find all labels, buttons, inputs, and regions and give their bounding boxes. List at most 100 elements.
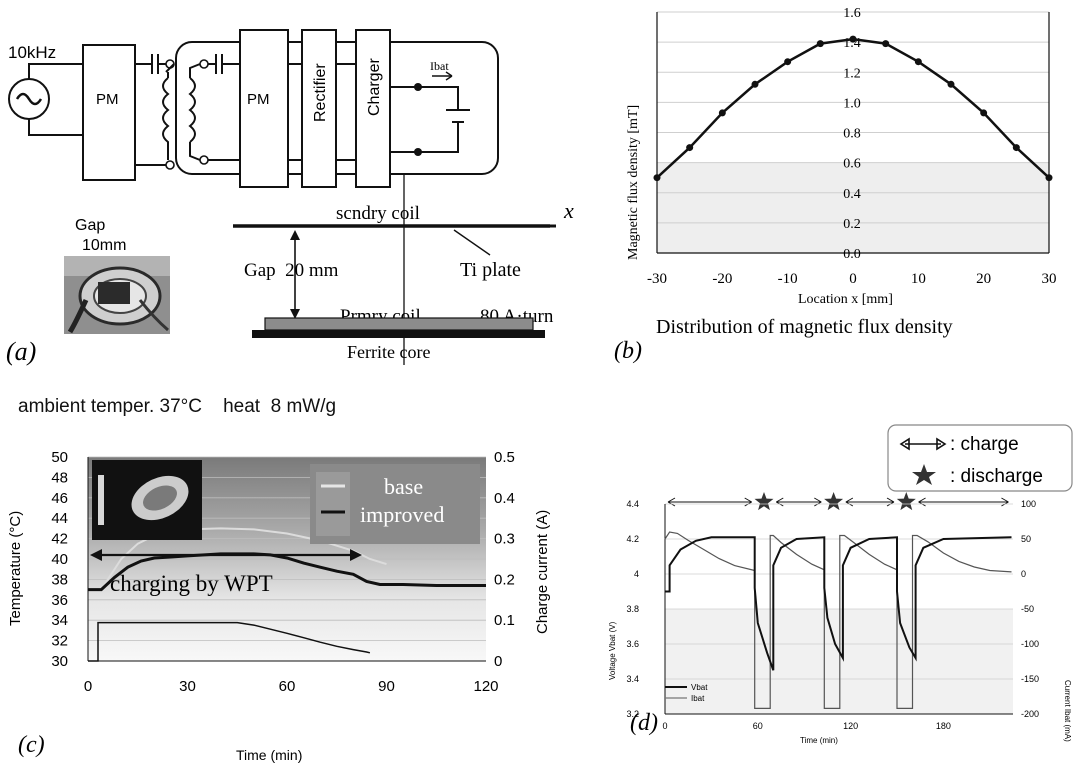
y-tick-label-right: 0.2 — [494, 571, 515, 588]
x-tick-label: 60 — [753, 721, 763, 731]
implant-photo — [64, 256, 170, 334]
y-tick-label-right: 0.1 — [494, 612, 515, 629]
x-tick-label: -30 — [647, 271, 667, 287]
y-tick-label-right: -100 — [1021, 639, 1039, 649]
vbat-line — [665, 536, 1012, 671]
y-tick-label-left: 3.6 — [626, 639, 639, 649]
ibat-label: Ibat — [430, 59, 449, 73]
legend-improved-label: improved — [360, 502, 444, 527]
photo-caption-line2: 10mm — [82, 237, 126, 254]
data-point — [882, 40, 890, 48]
y-tick-label-left: 38 — [51, 571, 68, 588]
panel-b-xlabel: Location x [mm] — [798, 292, 893, 307]
gap-label: Gap 20 mm — [244, 260, 339, 281]
y-tick-label: 0.0 — [843, 247, 861, 262]
y-tick-label-right: 50 — [1021, 534, 1031, 544]
panel-c-ylabel-left: Temperature (°C) — [7, 511, 24, 626]
rectifier-label: Rectifier — [312, 63, 329, 122]
x-tick-label: -20 — [712, 271, 732, 287]
y-tick-label-left: 46 — [51, 490, 68, 507]
y-tick-label: 0.6 — [843, 157, 861, 172]
data-point — [718, 109, 726, 117]
y-tick-label-right: 100 — [1021, 499, 1036, 509]
ferrite-label: Ferrite core — [347, 342, 430, 362]
y-tick-label-left: 30 — [51, 653, 68, 670]
photo-caption-line1: Gap — [75, 217, 105, 234]
data-point — [816, 40, 824, 48]
data-point — [1045, 174, 1053, 182]
y-tick-label: 1.6 — [843, 6, 861, 21]
panel-d-ylabel-left: Voltage Vbat (V) — [608, 621, 617, 680]
y-tick-label: 0.2 — [843, 217, 861, 232]
data-point — [686, 144, 694, 152]
panel-c-letter: (c) — [18, 732, 45, 758]
x-tick-label: 180 — [936, 721, 951, 731]
y-tick-label-left: 3.4 — [626, 674, 639, 684]
charge-current-line — [88, 621, 371, 662]
flux-plot-shading — [657, 162, 1049, 253]
y-tick-label-left: 50 — [51, 449, 68, 466]
implant-inset-photo — [92, 460, 202, 540]
freq-label: 10kHz — [8, 43, 56, 62]
y-tick-label: 1.2 — [843, 66, 861, 81]
panel-b-letter: (b) — [614, 338, 642, 364]
panel-b-caption: Distribution of magnetic flux density — [656, 316, 953, 338]
x-tick-label: 0 — [662, 721, 667, 731]
secondary-coil-label: scndry coil — [336, 203, 420, 224]
y-tick-label-right: 0.3 — [494, 531, 515, 548]
panel-a-schematic: 10kHz PM PM Rectifier Charger Ibat scndr… — [6, 29, 574, 366]
y-tick-label-right: -200 — [1021, 709, 1039, 719]
panel-d-letter: (d) — [630, 710, 658, 736]
panel-b-chart: 0.00.20.40.60.81.01.21.41.6 -30 -20 -10 0 10… — [614, 6, 1057, 364]
x-tick-label: 120 — [473, 678, 498, 695]
secondary-coil-icon — [188, 77, 196, 143]
panel-c-header: ambient temper. 37°C heat 8 mW/g — [18, 396, 337, 417]
y-tick-label-left: 34 — [51, 612, 68, 629]
panel-c-ylabel-right: Charge current (A) — [534, 510, 551, 634]
y-tick-label-left: 48 — [51, 469, 68, 486]
x-tick-label: -10 — [778, 271, 798, 287]
y-tick-label-right: 0.5 — [494, 449, 515, 466]
pm1-block — [82, 44, 136, 181]
ibat-line — [664, 531, 1012, 709]
battery-icon — [446, 109, 470, 130]
data-point — [653, 174, 661, 182]
data-point — [914, 58, 922, 66]
data-point — [849, 35, 857, 43]
panel-d-xlabel: Time (min) — [800, 736, 838, 745]
ti-plate-label: Ti plate — [460, 259, 521, 281]
y-tick-label: 0.8 — [843, 127, 861, 142]
y-tick-label-left: 3.2 — [626, 709, 639, 719]
panel-d-legend: : charge : discharge — [887, 424, 1073, 492]
panel-c-legend: base improved — [310, 464, 480, 544]
x-tick-label: 60 — [279, 678, 296, 695]
x-tick-label: 0 — [84, 678, 92, 695]
data-point — [980, 109, 988, 117]
panel-d-shading — [665, 609, 1013, 714]
y-tick-label-left: 4 — [634, 569, 639, 579]
y-tick-label-right: -50 — [1021, 604, 1034, 614]
pm2-block — [239, 29, 289, 188]
y-tick-label-right: 0.4 — [494, 490, 515, 507]
primary-coil-body — [264, 317, 534, 331]
legend-charge-label: : charge — [950, 434, 1019, 455]
legend-discharge-label: : discharge — [950, 466, 1043, 487]
y-tick-label-right: -150 — [1021, 674, 1039, 684]
x-tick-label: 0 — [849, 271, 857, 287]
y-tick-label-left: 36 — [51, 592, 68, 609]
y-tick-label-left: 40 — [51, 551, 68, 568]
y-tick-label: 0.4 — [843, 187, 861, 202]
data-point — [1012, 144, 1020, 152]
panel-c-xlabel: Time (min) — [236, 747, 302, 763]
data-point — [751, 80, 759, 88]
x-tick-label: 10 — [911, 271, 926, 287]
y-tick-label-left: 32 — [51, 633, 68, 650]
legend-discharge-star-icon — [912, 464, 936, 485]
x-tick-label: 90 — [378, 678, 395, 695]
rectifier-block — [301, 29, 337, 188]
y-tick-label-left: 4.2 — [626, 534, 639, 544]
vbat-legend-label: Vbat — [691, 683, 708, 692]
ibat-legend-label: Ibat — [691, 694, 705, 703]
y-tick-label-left: 4.4 — [626, 499, 639, 509]
